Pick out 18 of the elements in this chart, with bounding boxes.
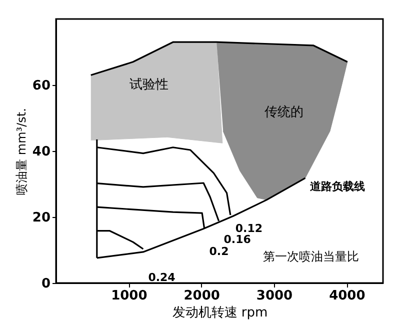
y-tick-label: 20 [32,210,50,226]
annotation: 第一次喷油当量比 [263,250,360,264]
series-label: 0.16 [224,232,252,246]
y-axis-title: 喷油量 mm³/st. [14,108,28,195]
x-tick-label: 3000 [256,288,293,304]
series-label: 0.2 [209,244,229,258]
text: 0.24 [148,271,176,284]
x-tick-label: 1000 [111,288,148,304]
y-tick-label: 40 [32,144,50,160]
y-tick-label: 0 [41,276,50,292]
series-label: 传统的 [264,104,304,120]
series-label: 道路负载线 [309,180,366,194]
x-tick-label: 4000 [329,288,366,304]
y-tick-label: 60 [32,78,50,94]
series-label: 0.12 [235,222,263,236]
x-axis-title: 发动机转速 rpm [172,306,268,320]
x-tick-label: 2000 [184,288,220,304]
series-label: 试验性 [129,78,168,93]
